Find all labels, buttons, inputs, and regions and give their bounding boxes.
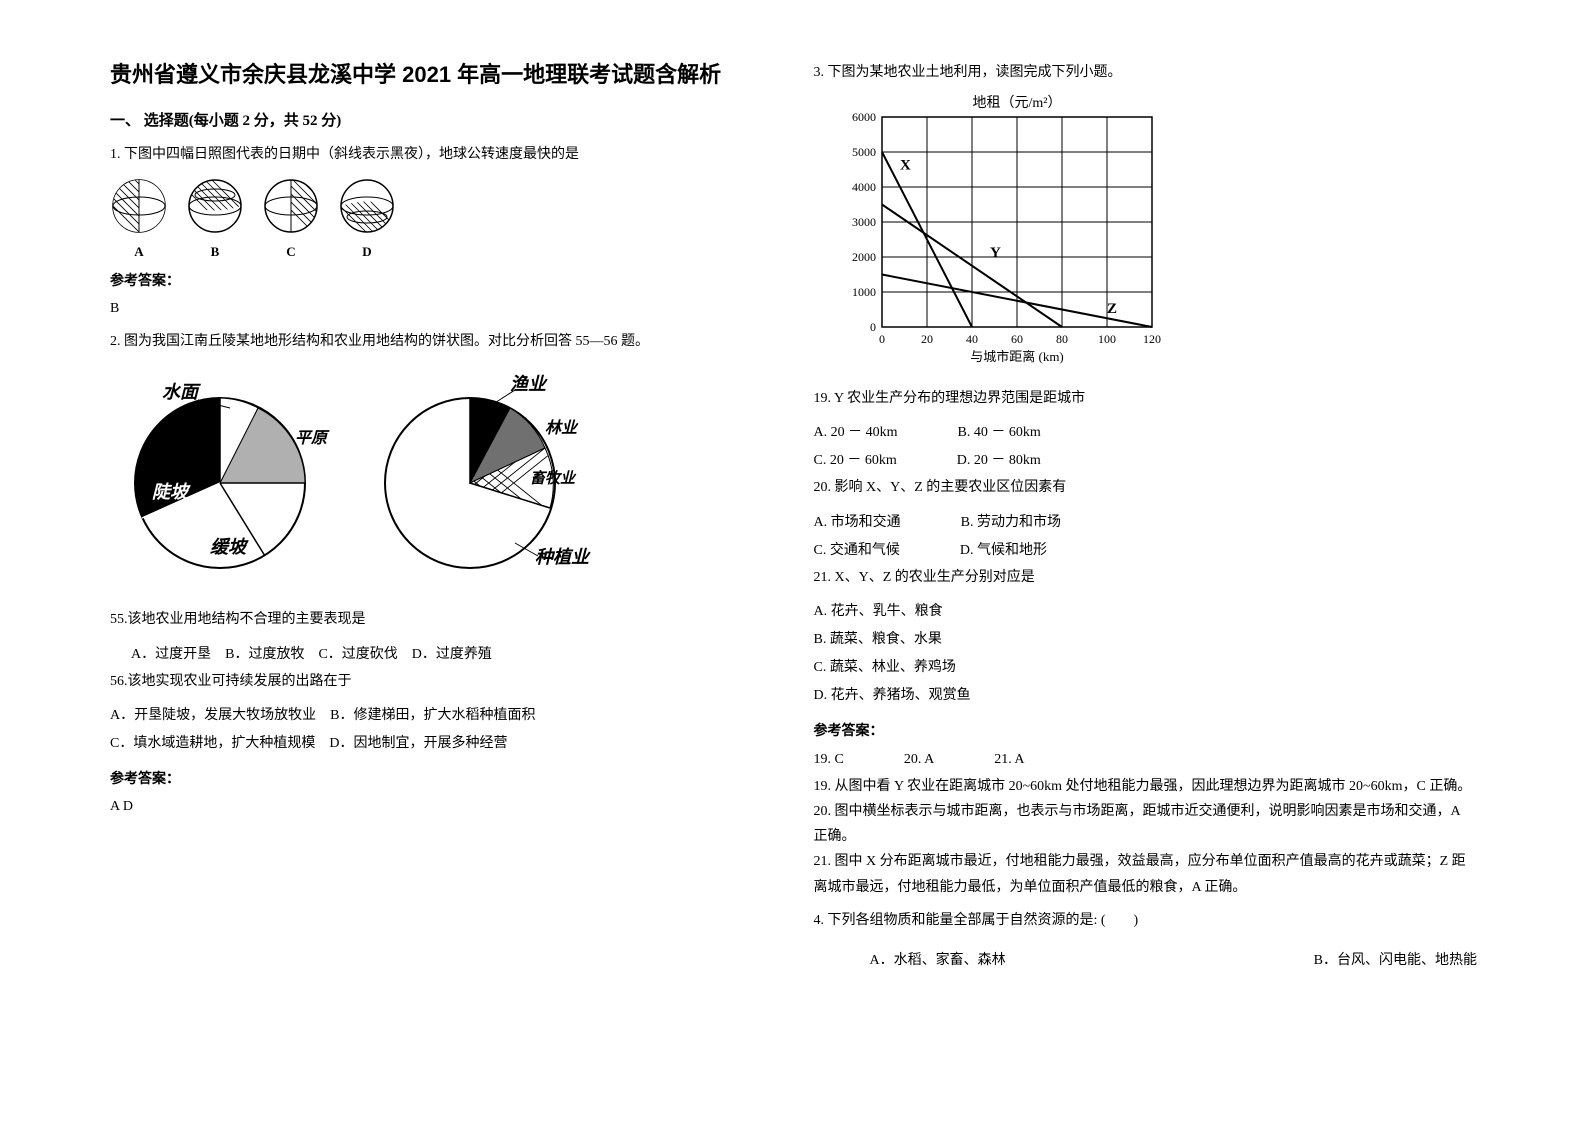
q2-answer-label: 参考答案： (110, 768, 774, 788)
globe-a: A (110, 177, 168, 260)
q3-sub20-optD: D. 气候和地形 (960, 537, 1047, 565)
q1-answer: B (110, 296, 774, 321)
land-rent-svg: 地租（元/m²） 0 20 40 60 80 100 120 1000 2000 3000 4000 5… (834, 93, 1162, 367)
globe-b-svg (186, 177, 244, 235)
q4-text: 4. 下列各组物质和能量全部属于自然资源的是: ( ) (814, 908, 1478, 933)
q3-answer-label: 参考答案： (814, 720, 1478, 740)
q3-sub20-stem: 20. 影响 X、Y、Z 的主要农业区位因素有 (814, 475, 1478, 500)
svg-text:平原: 平原 (295, 430, 330, 447)
pie2-svg: 渔业 林业 畜牧业 种植业 (370, 368, 600, 588)
globe-a-svg (110, 177, 168, 235)
svg-text:Y: Y (990, 245, 1001, 261)
section1-header: 一、 选择题(每小题 2 分，共 52 分) (110, 109, 774, 130)
q3-sub19-optD: D. 20 － 80km (957, 447, 1041, 475)
q4-optB: B．台风、闪电能、地热能 (1314, 949, 1477, 969)
q3-sub20-optA: A. 市场和交通 (814, 509, 901, 537)
q3-sub21-optD: D. 花卉、养猪场、观赏鱼 (814, 682, 1478, 710)
svg-text:40: 40 (966, 332, 978, 346)
pie2: 渔业 林业 畜牧业 种植业 (370, 368, 600, 593)
q3-sub21-stem: 21. X、Y、Z 的农业生产分别对应是 (814, 565, 1478, 590)
q2-sub56-stem: 56.该地实现农业可持续发展的出路在于 (110, 669, 774, 694)
q3-explain21: 21. 图中 X 分布距离城市最近，付地租能力最强，效益最高，应分布单位面积产值… (814, 849, 1478, 899)
globe-a-label: A (110, 244, 168, 260)
svg-text:100: 100 (1098, 332, 1116, 346)
globe-b-label: B (186, 244, 244, 260)
svg-text:80: 80 (1056, 332, 1068, 346)
svg-text:6000: 6000 (852, 110, 876, 124)
q3-sub20-optC: C. 交通和气候 (814, 537, 900, 565)
svg-text:0: 0 (879, 332, 885, 346)
q3-ans20: 20. A (904, 746, 934, 774)
q3-sub19-stem: 19. Y 农业生产分布的理想边界范围是距城市 (814, 386, 1478, 411)
svg-text:Z: Z (1107, 301, 1117, 317)
globe-b: B (186, 177, 244, 260)
svg-text:林业: 林业 (545, 419, 579, 437)
q3-sub21-optB: B. 蔬菜、粮食、水果 (814, 626, 1478, 654)
svg-text:120: 120 (1143, 332, 1161, 346)
q2-answer: A D (110, 794, 774, 819)
q3-explain19: 19. 从图中看 Y 农业在距离城市 20~60km 处付地租能力最强，因此理想… (814, 774, 1478, 799)
globe-d-label: D (338, 244, 396, 260)
q2-sub56-optC: C．填水域造耕地，扩大种植规模 D．因地制宜，开展多种经营 (110, 730, 774, 758)
q4-optA: A．水稻、家畜、森林 (870, 949, 1006, 969)
q2-text: 2. 图为我国江南丘陵某地地形结构和农业用地结构的饼状图。对比分析回答 55—5… (110, 329, 774, 354)
svg-text:X: X (900, 158, 911, 174)
svg-text:3000: 3000 (852, 215, 876, 229)
svg-text:1000: 1000 (852, 285, 876, 299)
q2-sub55-stem: 55.该地农业用地结构不合理的主要表现是 (110, 607, 774, 632)
q3-text: 3. 下图为某地农业土地利用，读图完成下列小题。 (814, 60, 1478, 85)
globe-d: D (338, 177, 396, 260)
svg-text:60: 60 (1011, 332, 1023, 346)
svg-text:20: 20 (921, 332, 933, 346)
svg-text:水面: 水面 (162, 382, 201, 402)
svg-text:0: 0 (870, 320, 876, 334)
globe-c-label: C (262, 244, 320, 260)
globe-d-svg (338, 177, 396, 235)
q3-sub19-optC: C. 20 － 60km (814, 447, 897, 475)
q3-chart: 地租（元/m²） 0 20 40 60 80 100 120 1000 2000 3000 4000 5… (834, 93, 1478, 372)
svg-text:渔业: 渔业 (510, 374, 548, 394)
svg-text:缓坡: 缓坡 (210, 537, 249, 557)
right-column: 3. 下图为某地农业土地利用，读图完成下列小题。 地租（元/m²） 0 20 40 60… (794, 60, 1498, 1062)
q3-ans19: 19. C (814, 746, 844, 774)
document-title: 贵州省遵义市余庆县龙溪中学 2021 年高一地理联考试题含解析 (110, 60, 774, 91)
svg-text:4000: 4000 (852, 180, 876, 194)
q2-sub55-options: A．过度开垦 B．过度放牧 C．过度砍伐 D．过度养殖 (131, 641, 774, 669)
q3-sub21-optC: C. 蔬菜、林业、养鸡场 (814, 654, 1478, 682)
q3-sub19-optA: A. 20 － 40km (814, 419, 898, 447)
svg-text:5000: 5000 (852, 145, 876, 159)
q2-pie-row: 水面 平原 陡坡 缓坡 (110, 368, 774, 593)
q3-explain20: 20. 图中横坐标表示与城市距离，也表示与市场距离，距城市近交通便利，说明影响因… (814, 799, 1478, 849)
q3-sub19-optB: B. 40 － 60km (958, 419, 1041, 447)
q1-answer-label: 参考答案： (110, 270, 774, 290)
q1-text: 1. 下图中四幅日照图代表的日期中（斜线表示黑夜），地球公转速度最快的是 (110, 142, 774, 167)
q3-ans21: 21. A (994, 746, 1024, 774)
q3-sub20-optB: B. 劳动力和市场 (961, 509, 1061, 537)
q2-sub56-optA: A．开垦陡坡，发展大牧场放牧业 B．修建梯田，扩大水稻种植面积 (110, 702, 774, 730)
pie1: 水面 平原 陡坡 缓坡 (110, 368, 330, 593)
globe-c: C (262, 177, 320, 260)
pie1-svg: 水面 平原 陡坡 缓坡 (110, 368, 330, 588)
globe-c-svg (262, 177, 320, 235)
svg-text:与城市距离 (km): 与城市距离 (km) (970, 349, 1064, 364)
svg-text:2000: 2000 (852, 250, 876, 264)
left-column: 贵州省遵义市余庆县龙溪中学 2021 年高一地理联考试题含解析 一、 选择题(每… (90, 60, 794, 1062)
q1-globe-row: A B (110, 177, 774, 260)
svg-text:畜牧业: 畜牧业 (530, 469, 577, 487)
svg-text:陡坡: 陡坡 (152, 482, 191, 502)
q3-sub21-optA: A. 花卉、乳牛、粮食 (814, 598, 1478, 626)
svg-text:种植业: 种植业 (535, 547, 591, 567)
svg-text:地租（元/m²）: 地租（元/m²） (972, 95, 1061, 111)
